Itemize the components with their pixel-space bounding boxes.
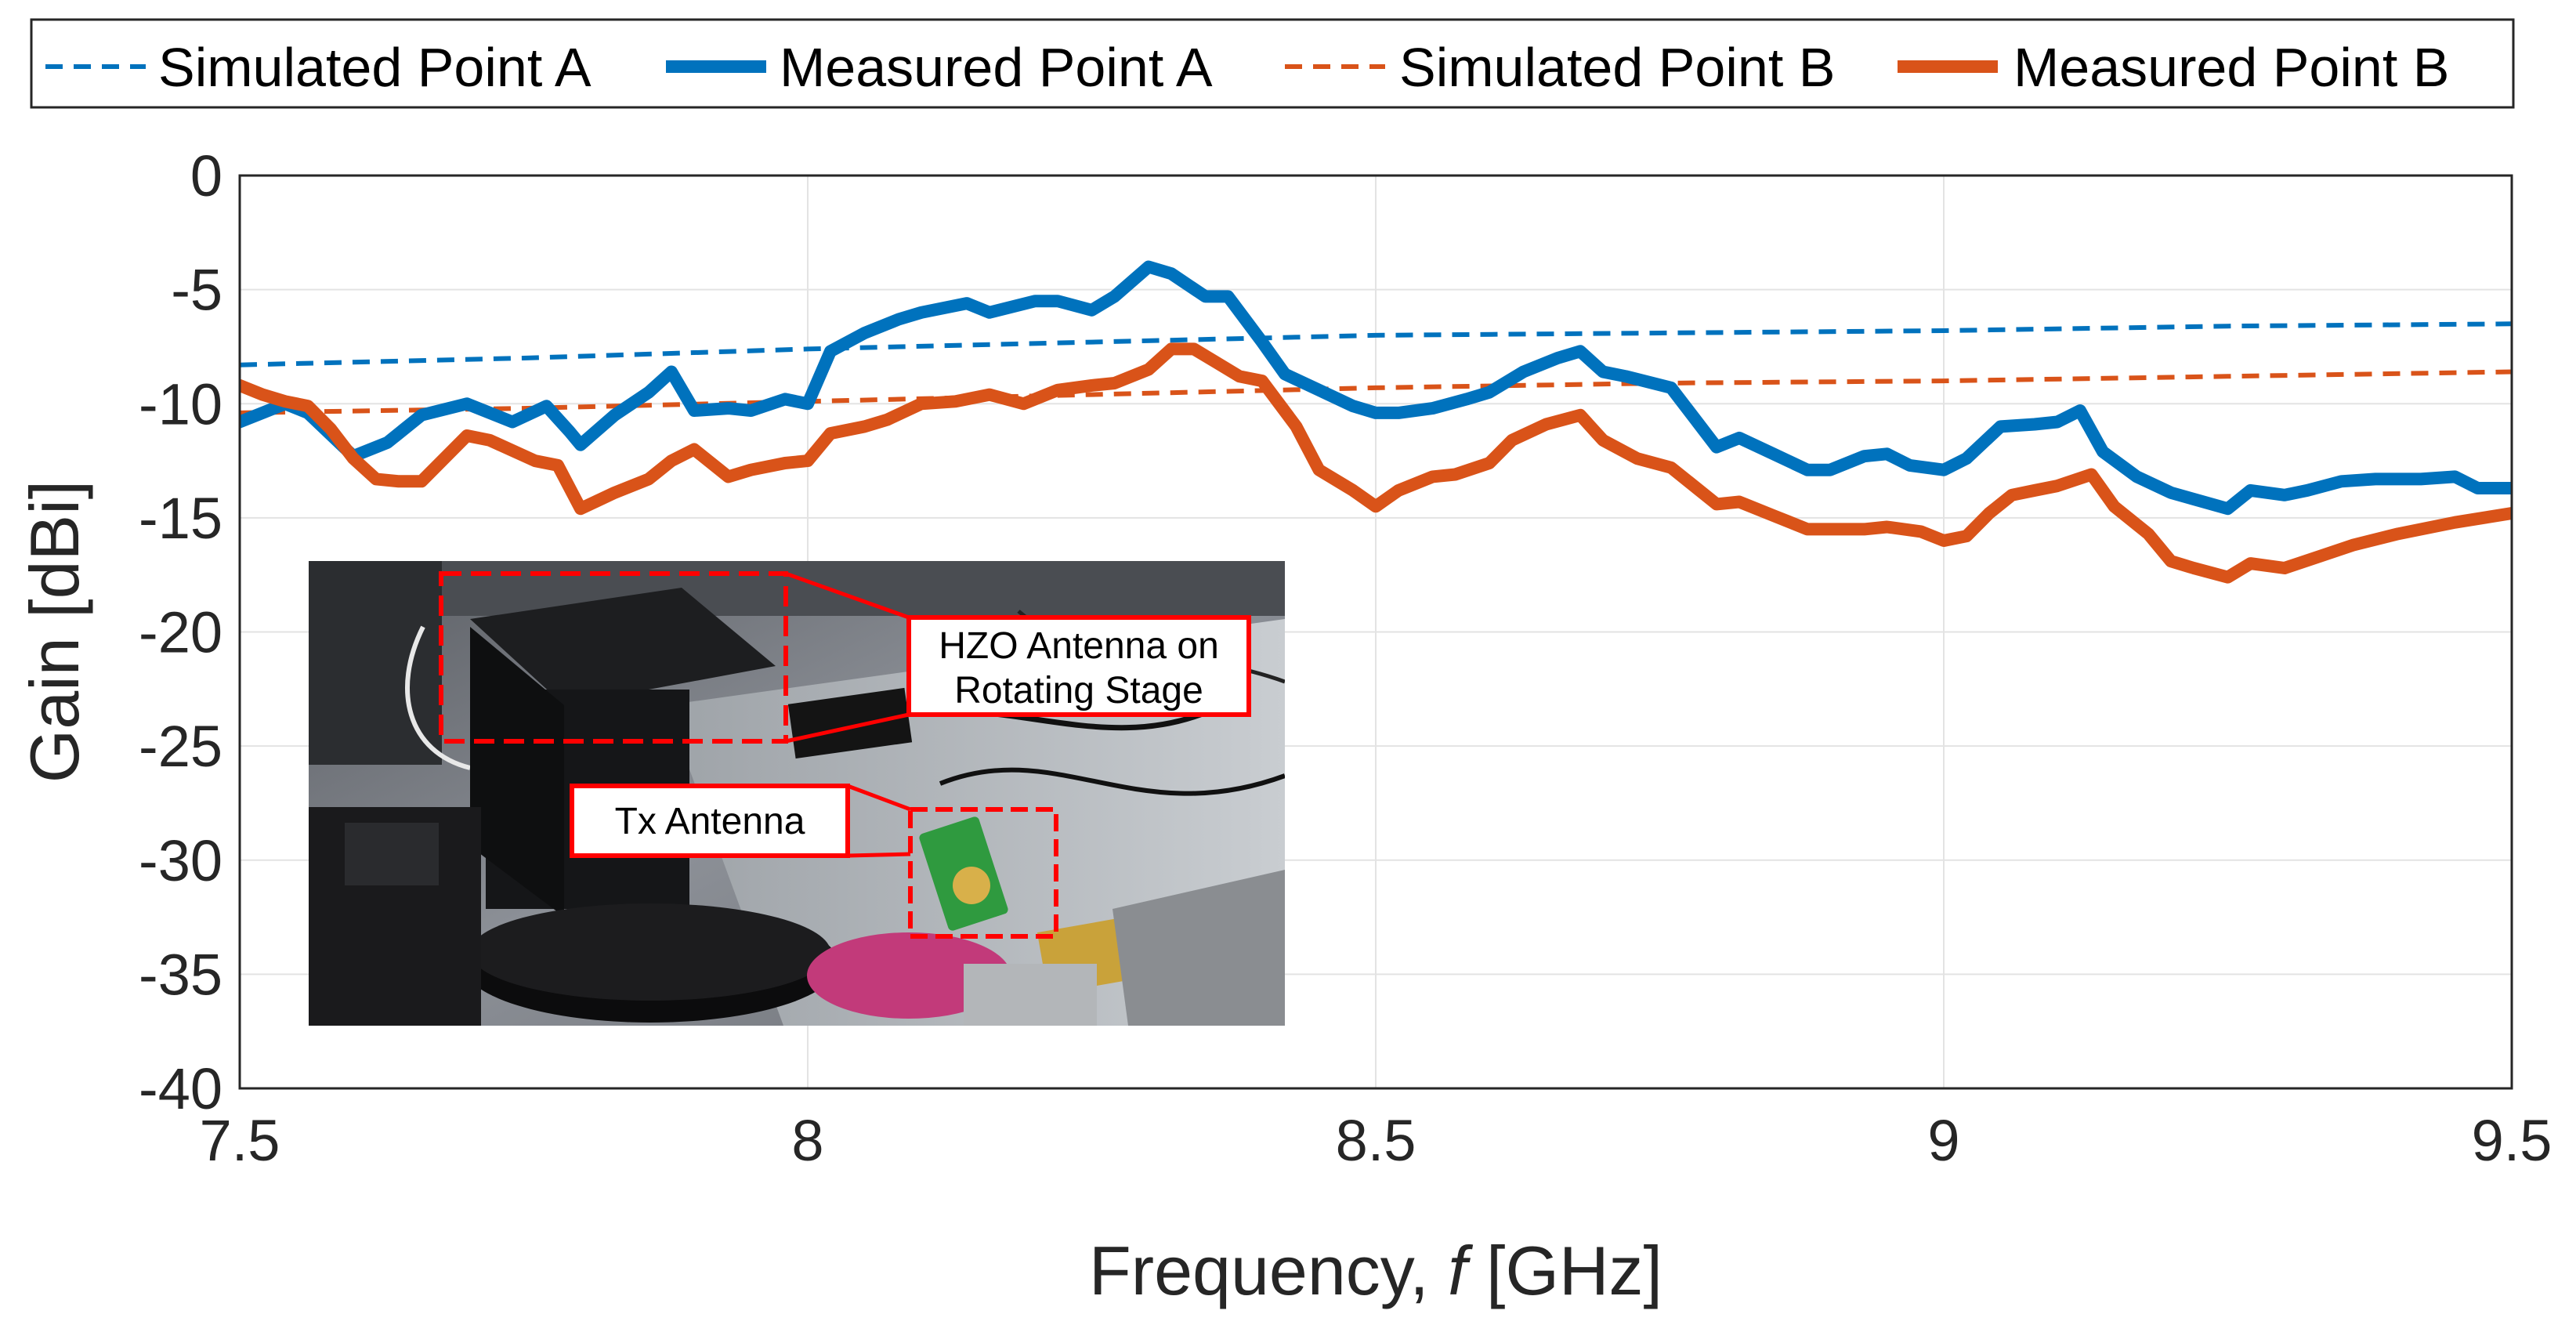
y-tick-label-1: -5 <box>171 258 223 323</box>
plot-frame <box>238 174 2513 1090</box>
inset-stage-connector-top <box>785 571 910 620</box>
y-tick-label-5: -25 <box>139 714 223 779</box>
legend-label-sim-a: Simulated Point A <box>158 37 592 98</box>
inset-tx-connector-top <box>847 784 911 812</box>
legend-label-sim-b: Simulated Point B <box>1399 37 1835 98</box>
y-tick-label-3: -15 <box>139 486 223 551</box>
legend-label-meas-b: Measured Point B <box>2013 37 2449 98</box>
x-tick-labels: 7.5 8 8.5 9 9.5 <box>200 1108 2552 1173</box>
x-tick-label-2: 8.5 <box>1336 1108 1416 1173</box>
y-tick-label-2: -10 <box>139 371 223 436</box>
inset-callout-tx-label: Tx Antenna <box>615 801 805 842</box>
inset-callout-stage-line2: Rotating Stage <box>954 670 1203 711</box>
legend-label-meas-a: Measured Point A <box>780 37 1213 98</box>
x-axis-label: Frequency, f [GHz] <box>1089 1232 1662 1309</box>
series-layer <box>240 260 2512 584</box>
y-tick-label-6: -30 <box>139 828 223 893</box>
series-line-simulated-point-a <box>240 321 2512 367</box>
legend-box <box>30 18 2515 109</box>
y-tick-label-4: -20 <box>139 600 223 665</box>
legend: Simulated Point A Measured Point A Simul… <box>30 18 2515 109</box>
inset-tx-box <box>908 807 1058 939</box>
y-tick-label-7: -35 <box>139 942 223 1007</box>
inset-callout-tx-box <box>570 784 850 858</box>
y-tick-labels: 0 -5 -10 -15 -20 -25 -30 -35 -40 <box>139 143 223 1121</box>
series-line-measured-point-a <box>240 260 2512 516</box>
inset-callout-stage-line1: HZO Antenna on <box>939 625 1219 667</box>
inset-photo: HZO Antenna on Rotating Stage Tx Antenna <box>309 561 1285 1026</box>
inset-stage-connector-bottom <box>785 712 910 744</box>
x-tick-label-4: 9.5 <box>2472 1108 2552 1173</box>
inset-stage-box <box>439 571 788 744</box>
series-line-measured-point-b <box>240 342 2512 584</box>
inset-tx-connector-bottom <box>847 852 911 858</box>
x-tick-label-0: 7.5 <box>200 1108 280 1173</box>
x-tick-label-3: 9 <box>1927 1108 1959 1173</box>
y-tick-label-8: -40 <box>139 1056 223 1121</box>
y-tick-label-0: 0 <box>190 143 223 208</box>
x-tick-label-1: 8 <box>791 1108 823 1173</box>
y-axis-label: Gain [dBi] <box>16 480 93 783</box>
inset-callout-stage-box <box>906 615 1251 717</box>
